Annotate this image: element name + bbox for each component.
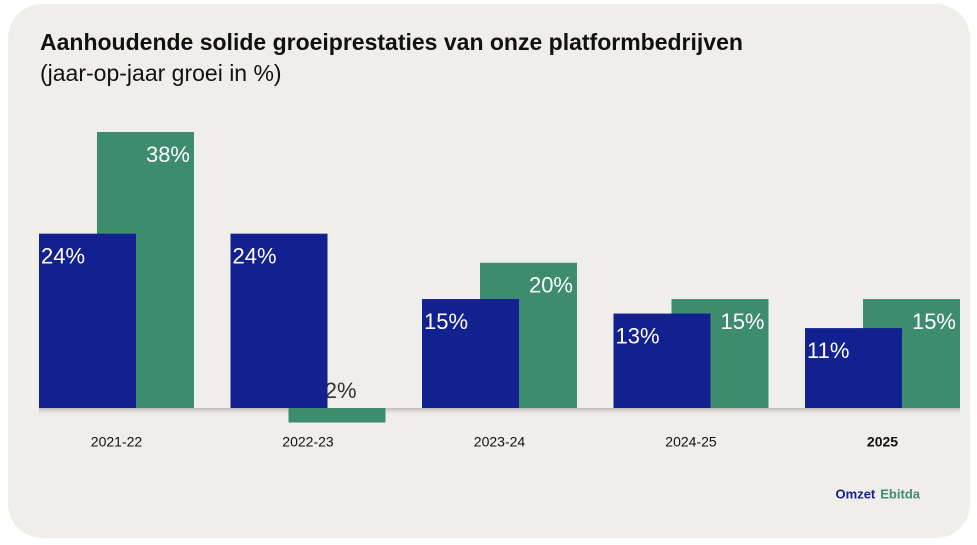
bar [288, 408, 386, 423]
bar [805, 328, 902, 408]
legend-item: Ebitda [880, 486, 920, 501]
baseline-shadow [39, 408, 960, 416]
value-label: 38% [146, 142, 190, 167]
value-label: 20% [529, 273, 573, 298]
x-tick-label: 2025 [867, 434, 898, 450]
value-label: 11% [807, 338, 849, 363]
bar [230, 233, 328, 408]
bar [39, 233, 136, 408]
value-label: 13% [616, 323, 660, 348]
legend-item: Omzet [836, 486, 876, 501]
chart-title: Aanhoudende solide groeiprestaties van o… [40, 29, 743, 55]
value-label: 15% [720, 309, 764, 334]
chart-subtitle: (jaar-op-jaar groei in %) [40, 60, 282, 86]
x-tick-label: 2023-24 [474, 434, 526, 450]
x-tick-label: 2021-22 [91, 434, 143, 450]
x-tick-label: 2022-23 [282, 434, 334, 450]
bar [422, 299, 519, 408]
x-tick-label: 2024-25 [665, 434, 717, 450]
bar [613, 313, 711, 408]
value-label: 24% [233, 243, 277, 268]
value-label: 15% [424, 309, 468, 334]
value-label: 24% [41, 243, 85, 268]
value-label: 15% [912, 309, 956, 334]
